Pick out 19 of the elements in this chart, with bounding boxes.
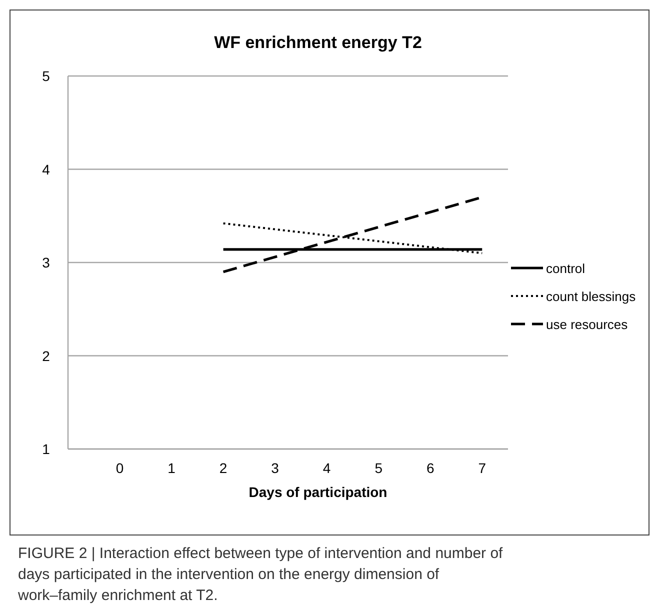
x-tick-label: 5 <box>374 460 383 476</box>
y-tick-label: 4 <box>42 161 50 178</box>
x-tick-label: 4 <box>322 460 331 476</box>
x-tick-label: 2 <box>219 460 228 476</box>
legend-label: use resources <box>546 317 628 332</box>
x-tick-label: 7 <box>478 460 486 476</box>
x-tick-label: 6 <box>426 460 434 476</box>
chart-title: WF enrichment energy T2 <box>214 33 422 52</box>
y-tick-label: 2 <box>42 348 50 364</box>
legend-label: count blessings <box>546 289 636 304</box>
legend-label: control <box>546 261 586 276</box>
x-tick-label: 0 <box>116 460 124 476</box>
x-tick-label: 3 <box>271 460 280 476</box>
y-tick-label: 3 <box>42 254 50 270</box>
y-tick-label: 1 <box>42 441 50 457</box>
x-tick-label: 1 <box>168 460 176 476</box>
y-tick-label: 5 <box>42 68 50 84</box>
x-axis-title: Days of participation <box>248 484 388 500</box>
caption: FIGURE 2 | Interaction effect between type of intervention and number of days participated in the intervention on the energy dimension of work–family enrichment at T2. <box>17 545 504 604</box>
